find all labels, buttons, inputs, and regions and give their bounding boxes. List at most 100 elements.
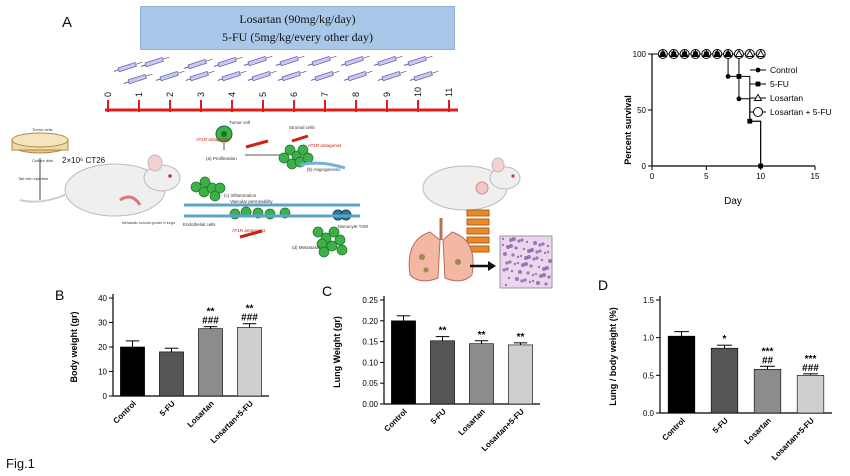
syringe-icon (183, 58, 213, 70)
syringe-icon (243, 55, 273, 67)
histology-nucleus (542, 273, 546, 277)
legend-label: Losartan (770, 93, 803, 103)
syringe-barrel (281, 70, 301, 82)
histology-nucleus (543, 251, 547, 255)
tumor-cell-dot (336, 244, 348, 256)
survival-point (745, 49, 755, 57)
met-label: Metastatic tumoral growth in lungs (122, 221, 175, 225)
monocyte-label: Monocyte TAM (338, 224, 368, 229)
histology-nucleus (548, 259, 552, 263)
significance-label: ** (478, 330, 486, 341)
histology-nucleus (541, 242, 545, 246)
tumor-cell-dot (199, 176, 211, 188)
survival-chart: 0 50 100 0 5 10 15 Control 5-FU Losartan Losartan… (623, 49, 832, 207)
y-axis-label: Body weight (gr) (69, 312, 79, 383)
vasc-perm-label: Vascular permeability (230, 199, 273, 204)
histology-nucleus (531, 279, 535, 283)
syringe-icon (217, 70, 247, 82)
syringe-plunger (155, 78, 161, 81)
syringe-barrel (407, 55, 427, 67)
syringe-barrel (217, 56, 237, 68)
histology-nucleus (502, 268, 506, 272)
tumor-cell-dot (297, 144, 309, 156)
histology-nucleus (536, 281, 540, 285)
y-tick-label: 0 (103, 392, 108, 401)
y-tick-label: 0.5 (643, 371, 655, 380)
histology-nucleus (501, 237, 505, 241)
histology-nucleus (524, 262, 528, 266)
syringe-icon (409, 70, 439, 82)
endothelial-label: Endothelial cells (183, 222, 216, 227)
syringe-icons (113, 55, 439, 85)
syringe-needle (265, 55, 273, 59)
syringe-icon (247, 70, 277, 82)
syringe-barrel (344, 55, 364, 67)
syringe-plunger (217, 78, 223, 81)
histology-nucleus (545, 266, 549, 270)
x-tick-label: Losartan (743, 416, 773, 446)
histology-nucleus (527, 255, 531, 259)
timeline-tick-label: 8 (351, 92, 361, 97)
histology-nucleus (538, 243, 542, 247)
tumor-cell-dot (302, 152, 314, 164)
tumor-cell-dot (326, 240, 338, 252)
syringe-icon (140, 56, 170, 68)
panel-letter: C (322, 283, 332, 299)
histology-nucleus (513, 262, 517, 266)
histology-nucleus (510, 269, 514, 273)
histology-nucleus (533, 241, 537, 245)
survival-point (753, 93, 763, 101)
syringe-plunger (213, 64, 219, 67)
survival-point (736, 74, 742, 79)
syringe-plunger (373, 63, 379, 66)
dose-schedule-box: Losartan (90mg/kg/day) 5-FU (5mg/kg/ever… (140, 6, 455, 50)
syringe-needle (362, 55, 370, 59)
bar (796, 375, 825, 414)
survival-point (758, 163, 764, 169)
syringe-barrel (311, 55, 331, 67)
bar (469, 343, 494, 405)
histology-nucleus (531, 273, 535, 277)
survival-y-axis-label: Percent survival (623, 95, 633, 165)
bar (391, 320, 416, 405)
significance-label: *** (805, 354, 817, 365)
mouse-left-icon (19, 154, 181, 217)
dish-label-2: Culture dish (32, 158, 53, 163)
bar-chart-c: C Lung Weight (gr) 0.00 0.05 0.10 0.15 0.20 0.2… (322, 283, 540, 453)
significance-label: ** (207, 307, 215, 318)
syringe-needle (431, 70, 439, 74)
histology-nucleus (526, 271, 530, 275)
bar (120, 346, 145, 397)
syringe-plunger (183, 66, 189, 69)
y-tick-label: 0.15 (362, 338, 378, 347)
syringe-icon (185, 70, 215, 82)
survival-point (693, 51, 698, 57)
syringe-plunger (185, 78, 191, 81)
syringe-needle (135, 61, 143, 65)
x-tick-label: Control (111, 399, 137, 425)
histology-nucleus (520, 238, 524, 242)
histology-nucleus (507, 276, 511, 280)
syringe-needle (425, 55, 433, 59)
y-tick-label: 0.25 (362, 296, 378, 305)
histology-nucleus (540, 258, 544, 262)
significance-label: ** (517, 332, 525, 343)
syringe-barrel (377, 55, 397, 67)
histology-nucleus (516, 255, 520, 259)
survival-point (671, 51, 677, 57)
tumor-cell-dot (209, 190, 221, 202)
bar (430, 340, 455, 405)
syringe-icon (123, 73, 153, 85)
panel-letter: B (55, 287, 64, 303)
syringe-needle (145, 73, 153, 77)
histology-nucleus (530, 248, 534, 252)
histology-nucleus (546, 250, 550, 254)
syringe-plunger (310, 78, 316, 81)
syringe-icon (155, 70, 185, 82)
syringe-needle (297, 55, 305, 59)
syringe-plunger (140, 64, 146, 67)
syringe-icon (340, 55, 370, 67)
histology-nucleus (504, 283, 508, 287)
syringe-barrel (381, 70, 401, 82)
syringe-needle (207, 70, 215, 74)
